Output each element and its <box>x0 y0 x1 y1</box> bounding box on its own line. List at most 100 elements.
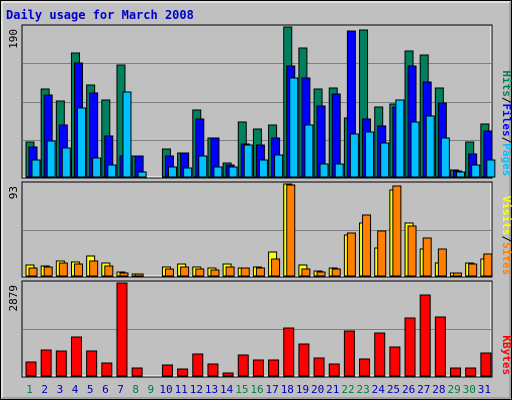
sites-bar <box>89 260 99 277</box>
sites-bar <box>134 273 144 277</box>
sites-bar <box>407 225 417 277</box>
day-label: 3 <box>57 383 64 396</box>
kbytes-bar <box>25 361 37 377</box>
legend-entry: Pages <box>500 143 512 176</box>
sites-bar <box>180 266 190 277</box>
kbytes-bar <box>131 367 143 377</box>
day-label: 6 <box>102 383 109 396</box>
sites-bar <box>210 269 220 277</box>
kbytes-bar <box>252 359 264 377</box>
day-label: 7 <box>117 383 124 396</box>
pages-bar <box>349 133 359 178</box>
sites-bar <box>331 268 341 277</box>
sites-bar <box>255 267 265 277</box>
legend-entry: / <box>500 137 512 144</box>
kbytes-bar <box>298 343 310 377</box>
pages-bar <box>137 171 147 178</box>
pages-bar <box>395 99 405 178</box>
day-label: 22 <box>341 383 354 396</box>
kbytes-bar <box>434 316 446 377</box>
pages-bar <box>471 164 481 178</box>
day-label: 14 <box>220 383 234 396</box>
chart-panels: 190Hits/Files/Pages93Visits/Sites2879KBy… <box>7 24 512 378</box>
sites-bar <box>119 272 129 277</box>
sites-bar <box>104 265 114 277</box>
pages-bar <box>274 154 284 178</box>
day-label: 4 <box>72 383 79 396</box>
kbytes-bar <box>283 327 295 377</box>
sites-bar <box>28 267 38 277</box>
day-label: 31 <box>478 383 491 396</box>
day-label: 2 <box>41 383 48 396</box>
day-label: 27 <box>417 383 430 396</box>
day-label: 11 <box>175 383 188 396</box>
y-max-label: 2879 <box>7 285 20 312</box>
day-label: 15 <box>235 383 248 396</box>
sites-bar <box>483 253 493 277</box>
legend-entry: KBytes <box>500 335 512 375</box>
kbytes-bar <box>404 317 416 377</box>
sites-bar <box>346 232 356 277</box>
pages-bar <box>107 164 117 178</box>
pages-bar <box>289 77 299 178</box>
sites-bar <box>286 184 296 277</box>
pages-bar <box>486 159 496 178</box>
chart-title: Daily usage for March 2008 <box>6 8 194 22</box>
legend-entry: Files <box>500 104 512 137</box>
kbytes-bar <box>268 359 280 377</box>
day-label: 12 <box>190 383 203 396</box>
day-label: 24 <box>372 383 386 396</box>
kbytes-bar <box>55 350 67 377</box>
pages-bar <box>46 140 56 178</box>
kbytes-bar <box>70 336 82 377</box>
pages-bar <box>228 166 238 178</box>
y-max-label: 190 <box>7 29 20 49</box>
sites-bar <box>43 266 53 277</box>
kbytes-bar <box>313 357 325 377</box>
sites-bar <box>468 263 478 277</box>
kbytes-bar <box>192 353 204 377</box>
day-label: 13 <box>205 383 218 396</box>
day-label: 10 <box>159 383 172 396</box>
day-label: 20 <box>311 383 324 396</box>
legend-entry: Visits <box>500 196 512 236</box>
sites-bar <box>225 266 235 277</box>
sites-bar <box>392 185 402 277</box>
day-label: 17 <box>266 383 279 396</box>
legend-visits_sites: Visits/Sites <box>500 196 512 275</box>
sites-bar <box>453 272 463 277</box>
pages-bar <box>334 163 344 178</box>
kbytes-bar <box>101 362 113 377</box>
sites-bar <box>58 262 68 277</box>
pages-bar <box>425 115 435 178</box>
legend-entry: Sites <box>500 242 512 275</box>
legend-entry: Hits <box>500 70 512 97</box>
sites-bar <box>362 214 372 277</box>
pages-bar <box>258 159 268 178</box>
sites-bar <box>316 271 326 277</box>
panel-visits_sites: 93 Visits/Sites <box>7 181 512 278</box>
sites-bar <box>73 263 83 277</box>
pages-bar <box>380 142 390 178</box>
panel-kbytes: 2879 KBytes <box>7 280 512 378</box>
pages-bar <box>243 144 253 178</box>
sites-bar <box>164 268 174 277</box>
day-axis: 1 2 3 4 5 6 7 8 9 10 11 12 13 14 15 16 17 18 19 20 21 22 23 24 2… <box>26 383 491 396</box>
day-label: 1 <box>26 383 33 396</box>
sites-bar <box>377 230 387 277</box>
kbytes-bar <box>450 367 462 377</box>
kbytes-bar <box>374 332 386 377</box>
kbytes-bar <box>343 330 355 377</box>
day-label: 25 <box>387 383 400 396</box>
pages-bar <box>213 166 223 178</box>
kbytes-bar <box>419 294 431 377</box>
pages-bar <box>122 91 132 178</box>
pages-bar <box>304 124 314 178</box>
day-label: 29 <box>447 383 460 396</box>
sites-bar <box>301 268 311 277</box>
day-label: 19 <box>296 383 309 396</box>
sites-bar <box>437 248 447 277</box>
kbytes-bar <box>328 363 340 377</box>
